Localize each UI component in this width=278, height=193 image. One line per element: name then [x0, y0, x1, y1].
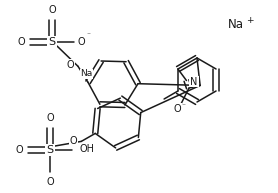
Text: Na: Na: [228, 18, 244, 31]
Text: O: O: [66, 60, 74, 70]
Text: O: O: [48, 5, 56, 15]
Text: N: N: [190, 77, 198, 86]
Text: O: O: [77, 37, 85, 47]
Text: O: O: [15, 145, 23, 155]
Text: OH: OH: [80, 144, 95, 154]
Text: O: O: [46, 113, 54, 123]
Text: O: O: [70, 136, 77, 146]
Text: O: O: [173, 104, 181, 114]
Text: ⁻: ⁻: [86, 30, 90, 40]
Text: O: O: [46, 177, 54, 187]
Text: ⁻: ⁻: [182, 102, 186, 111]
Text: S: S: [48, 37, 56, 47]
Text: S: S: [46, 145, 54, 155]
Text: +: +: [246, 16, 254, 25]
Text: O: O: [17, 37, 25, 47]
Text: Na: Na: [80, 69, 92, 78]
